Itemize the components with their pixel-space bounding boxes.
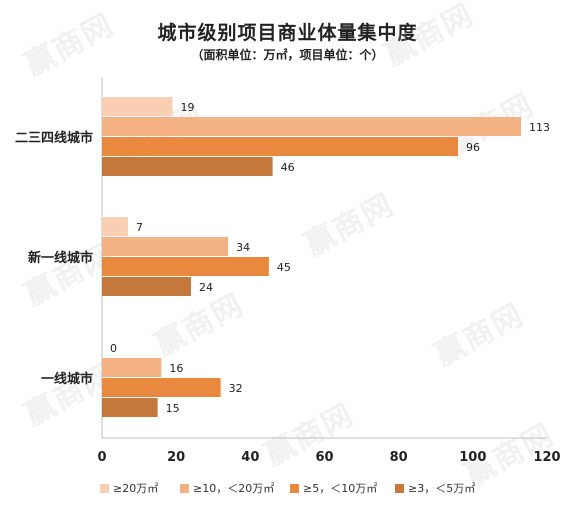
- x-tick-label: 0: [97, 450, 106, 465]
- chart-title: 城市级别项目商业体量集中度: [157, 22, 418, 44]
- category-label: 一线城市: [41, 371, 93, 387]
- category-label: 新一线城市: [28, 250, 93, 266]
- legend-label: ≥10，＜20万㎡: [193, 482, 275, 495]
- legend-swatch: [100, 483, 109, 493]
- data-label: 15: [166, 402, 180, 415]
- legend-label: ≥5，＜10万㎡: [303, 482, 378, 495]
- legend-item: ≥20万㎡: [100, 480, 158, 496]
- x-tick-label: 60: [315, 450, 333, 465]
- x-tick-label: 120: [533, 450, 560, 465]
- legend-item: ≥5，＜10万㎡: [290, 480, 377, 496]
- data-label: 45: [277, 261, 291, 274]
- data-label: 113: [529, 121, 550, 134]
- bar: [102, 137, 458, 156]
- category-label: 二三四线城市: [15, 130, 93, 146]
- data-label: 0: [110, 342, 117, 355]
- legend-label: ≥20万㎡: [113, 482, 159, 495]
- legend-swatch: [290, 483, 299, 493]
- legend-swatch: [180, 483, 189, 493]
- data-label: 16: [169, 362, 183, 375]
- legend-item: ≥10，＜20万㎡: [180, 480, 274, 496]
- x-tick-label: 40: [241, 450, 259, 465]
- data-label: 32: [229, 382, 243, 395]
- data-label: 46: [281, 161, 295, 174]
- bar: [102, 358, 162, 377]
- x-tick-label: 20: [167, 450, 185, 465]
- bar: [102, 398, 158, 417]
- data-label: 96: [466, 141, 480, 154]
- bar: [102, 217, 128, 236]
- legend-swatch: [395, 483, 404, 493]
- bar: [102, 237, 229, 256]
- bar: [102, 257, 269, 276]
- chart-subtitle: （面积单位：万㎡，项目单位：个）: [191, 48, 384, 62]
- data-label: 7: [136, 221, 143, 234]
- x-tick-label: 100: [459, 450, 486, 465]
- bar: [102, 157, 273, 176]
- data-label: 24: [199, 281, 213, 294]
- bar: [102, 277, 191, 296]
- bar: [102, 97, 173, 116]
- data-label: 19: [180, 101, 194, 114]
- bar: [102, 117, 522, 136]
- legend-item: ≥3，＜5万㎡: [395, 480, 475, 496]
- bar: [102, 378, 221, 397]
- legend: ≥20万㎡ ≥10，＜20万㎡ ≥5，＜10万㎡ ≥3，＜5万㎡: [0, 480, 575, 500]
- x-tick-label: 80: [390, 450, 408, 465]
- legend-label: ≥3，＜5万㎡: [408, 482, 476, 495]
- data-label: 34: [236, 241, 250, 254]
